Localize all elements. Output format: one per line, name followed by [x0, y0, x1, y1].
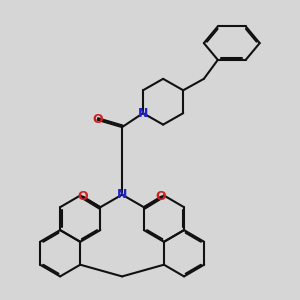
Text: N: N	[117, 188, 127, 201]
Text: O: O	[156, 190, 166, 203]
Text: O: O	[92, 113, 103, 126]
Text: O: O	[78, 190, 88, 203]
Text: N: N	[138, 107, 148, 120]
